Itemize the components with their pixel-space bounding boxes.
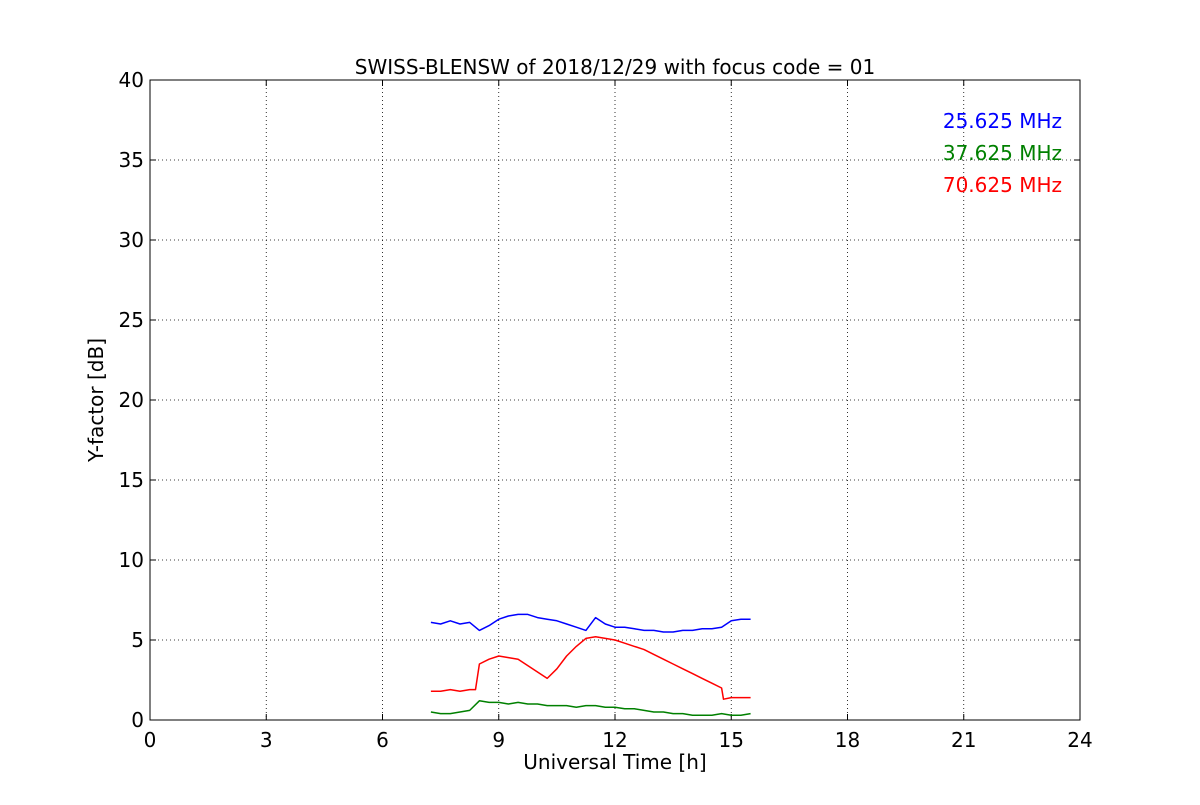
legend-entry-1: 37.625 MHz (943, 141, 1062, 165)
axis-ticks: 0 3 6 9 12 15 18 21 24 0 5 10 15 20 25 30 35 40 (119, 68, 1093, 752)
series-line-2 (430, 636, 751, 700)
series-line-1 (430, 700, 751, 716)
x-tick-label: 6 (376, 728, 389, 752)
x-tick-label: 18 (835, 728, 860, 752)
grid (149, 79, 1081, 721)
series-line-0 (430, 613, 751, 633)
y-tick-label: 0 (131, 708, 144, 732)
y-tick-label: 10 (119, 548, 144, 572)
x-tick-label: 3 (260, 728, 273, 752)
y-tick-label: 40 (119, 68, 144, 92)
legend-entry-0: 25.625 MHz (943, 109, 1062, 133)
y-tick-label: 25 (119, 308, 144, 332)
plot-frame (149, 79, 1081, 721)
chart-title: SWISS-BLENSW of 2018/12/29 with focus co… (355, 55, 876, 79)
y-tick-label: 20 (119, 388, 144, 412)
y-tick-label: 35 (119, 148, 144, 172)
x-tick-label: 15 (719, 728, 744, 752)
x-tick-label: 0 (144, 728, 157, 752)
x-axis-label: Universal Time [h] (523, 750, 706, 774)
x-tick-label: 12 (602, 728, 627, 752)
y-axis-label: Y-factor [dB] (84, 338, 108, 463)
y-tick-label: 5 (131, 628, 144, 652)
legend: 25.625 MHz 37.625 MHz 70.625 MHz (943, 109, 1062, 197)
y-tick-label: 30 (119, 228, 144, 252)
series-layer (430, 613, 751, 716)
x-tick-label: 24 (1067, 728, 1092, 752)
y-tick-label: 15 (119, 468, 144, 492)
legend-entry-2: 70.625 MHz (943, 173, 1062, 197)
x-tick-label: 21 (951, 728, 976, 752)
x-tick-label: 9 (492, 728, 505, 752)
